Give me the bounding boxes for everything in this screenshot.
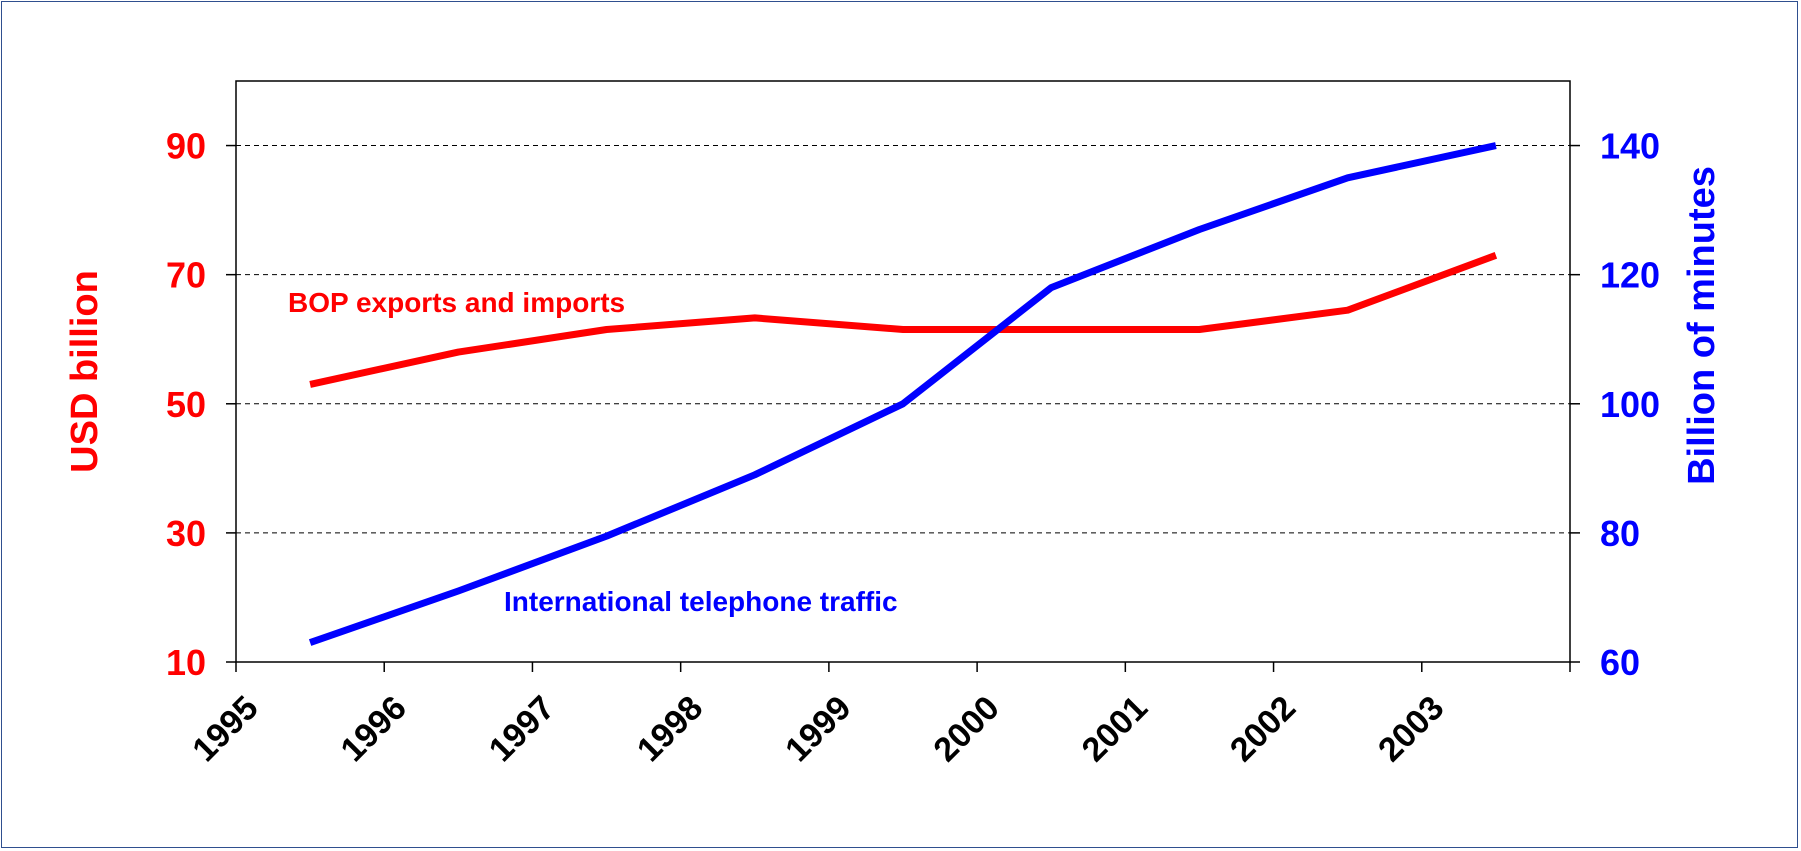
left-tick-label: 10	[166, 642, 206, 683]
left-tick-label: 70	[166, 255, 206, 296]
right-tick-label: 60	[1600, 642, 1640, 683]
left-axis-title: USD billion	[64, 270, 106, 473]
series-label-telephone: International telephone traffic	[504, 586, 898, 617]
x-axis-tick-labels: 1995 1996 1997 1998 1999 2000 2001 2002 2003	[185, 689, 1451, 769]
x-tick-label: 1999	[778, 689, 858, 769]
series-line-1	[308, 142, 1497, 646]
left-axis-tick-labels: 10 30 50 70 90	[166, 126, 236, 683]
x-tick-label: 2003	[1371, 689, 1451, 769]
right-axis-tick-labels: 60 80 100 120 140	[1570, 126, 1660, 683]
series-lines	[308, 142, 1498, 646]
left-tick-label: 90	[166, 126, 206, 167]
x-tick-label: 1996	[334, 689, 414, 769]
series-label-bop: BOP exports and imports	[288, 287, 625, 318]
x-tick-label: 2001	[1075, 689, 1155, 769]
x-tick-label: 2002	[1223, 689, 1303, 769]
left-tick-label: 30	[166, 513, 206, 554]
right-tick-label: 80	[1600, 513, 1640, 554]
plot-area	[235, 80, 1571, 663]
x-tick-label: 2000	[926, 689, 1006, 769]
series-line-0	[309, 252, 1498, 388]
x-tick-label: 1998	[630, 689, 710, 769]
gridlines	[236, 145, 1570, 534]
left-tick-label: 50	[166, 384, 206, 425]
right-axis-title: Billion of minutes	[1681, 166, 1723, 485]
right-tick-label: 120	[1600, 255, 1660, 296]
right-tick-label: 100	[1600, 384, 1660, 425]
x-tick-label: 1997	[482, 689, 562, 769]
x-axis-ticks	[235, 662, 1571, 672]
x-tick-label: 1995	[185, 689, 265, 769]
right-tick-label: 140	[1600, 126, 1660, 167]
